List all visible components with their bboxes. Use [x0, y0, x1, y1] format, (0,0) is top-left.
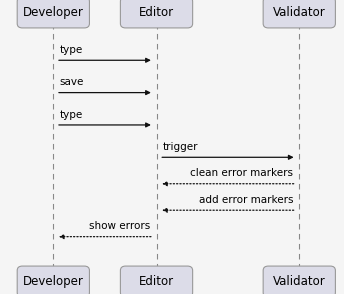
- Text: Validator: Validator: [273, 6, 326, 19]
- FancyBboxPatch shape: [17, 0, 89, 28]
- FancyBboxPatch shape: [263, 266, 335, 294]
- Text: type: type: [60, 45, 83, 55]
- Text: add error markers: add error markers: [198, 195, 293, 205]
- FancyBboxPatch shape: [17, 266, 89, 294]
- Text: Editor: Editor: [139, 275, 174, 288]
- Text: Validator: Validator: [273, 275, 326, 288]
- Text: clean error markers: clean error markers: [190, 168, 293, 178]
- Text: Developer: Developer: [23, 275, 84, 288]
- FancyBboxPatch shape: [120, 0, 193, 28]
- FancyBboxPatch shape: [263, 0, 335, 28]
- Text: Editor: Editor: [139, 6, 174, 19]
- Text: type: type: [60, 110, 83, 120]
- Text: save: save: [60, 77, 84, 87]
- Text: show errors: show errors: [89, 221, 150, 231]
- Text: trigger: trigger: [163, 142, 198, 152]
- FancyBboxPatch shape: [120, 266, 193, 294]
- Text: Developer: Developer: [23, 6, 84, 19]
